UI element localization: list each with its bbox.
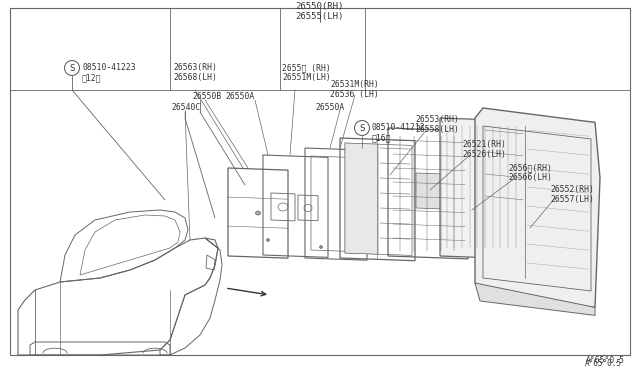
Text: 08510-41223: 08510-41223 [82, 63, 136, 72]
Text: 26540C: 26540C [171, 103, 200, 112]
Text: 26550B: 26550B [192, 92, 221, 101]
Text: 26531M(RH): 26531M(RH) [330, 80, 379, 89]
Polygon shape [440, 118, 525, 259]
Text: 26550A: 26550A [225, 92, 254, 101]
Polygon shape [475, 108, 600, 307]
Text: 26521(RH): 26521(RH) [462, 140, 506, 149]
Text: 2655ℓ (RH): 2655ℓ (RH) [282, 63, 331, 72]
Text: 、12】: 、12】 [82, 73, 102, 82]
Text: 26551M(LH): 26551M(LH) [282, 73, 331, 82]
Text: 2656ℓ(RH): 2656ℓ(RH) [508, 163, 552, 172]
Text: 26550A: 26550A [315, 103, 344, 112]
Polygon shape [475, 283, 595, 315]
Text: S: S [69, 64, 75, 73]
Text: 26558(LH): 26558(LH) [415, 125, 459, 134]
Text: A°65°0.5: A°65°0.5 [585, 359, 622, 368]
Ellipse shape [266, 238, 269, 241]
Ellipse shape [319, 246, 323, 248]
Polygon shape [345, 143, 378, 254]
Text: 26557(LH): 26557(LH) [550, 195, 594, 204]
Polygon shape [416, 173, 443, 209]
Text: 26553(RH): 26553(RH) [415, 115, 459, 124]
Text: 26563(RH): 26563(RH) [173, 63, 217, 72]
Text: A°65°0.5: A°65°0.5 [586, 356, 625, 365]
Text: 26568(LH): 26568(LH) [173, 73, 217, 82]
Text: 26555(LH): 26555(LH) [296, 12, 344, 21]
Text: 26536 (LH): 26536 (LH) [330, 90, 379, 99]
Ellipse shape [255, 211, 260, 215]
Text: 、16】: 、16】 [372, 133, 392, 142]
Text: 08510-41212: 08510-41212 [372, 123, 426, 132]
Text: S: S [359, 124, 365, 132]
Text: 26526(LH): 26526(LH) [462, 150, 506, 159]
Text: 26550(RH): 26550(RH) [296, 2, 344, 11]
Text: 26566(LH): 26566(LH) [508, 173, 552, 182]
Text: 26552(RH): 26552(RH) [550, 185, 594, 194]
